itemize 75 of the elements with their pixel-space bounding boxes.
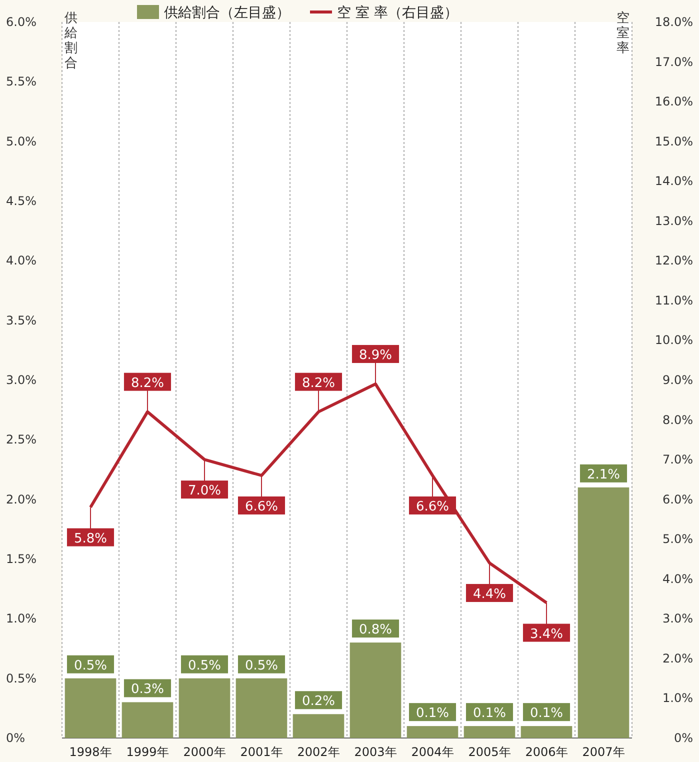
data-label: 3.4% bbox=[530, 626, 564, 642]
x-tick-label: 2007年 bbox=[582, 745, 625, 759]
y2-tick-label: 7.0% bbox=[662, 452, 693, 467]
y2-tick-label: 10.0% bbox=[654, 333, 693, 348]
data-label: 0.5% bbox=[188, 658, 222, 674]
bar bbox=[350, 642, 402, 738]
y-tick-label: 2.5% bbox=[6, 432, 36, 447]
y2-tick-label: 8.0% bbox=[662, 412, 693, 427]
y2-tick-label: 16.0% bbox=[654, 94, 693, 109]
y2-tick-label: 17.0% bbox=[654, 54, 693, 69]
y2-tick-label: 4.0% bbox=[662, 572, 693, 586]
data-label: 8.2% bbox=[302, 376, 336, 391]
y2-tick-label: 12.0% bbox=[654, 254, 693, 268]
data-label: 5.8% bbox=[74, 531, 108, 546]
x-tick-label: 2005年 bbox=[468, 745, 511, 759]
x-tick-label: 2006年 bbox=[525, 745, 568, 759]
data-label: 8.2% bbox=[130, 376, 164, 391]
y2-axis-title: 空室率 bbox=[616, 11, 630, 56]
bar bbox=[520, 726, 572, 738]
y2-tick-label: 9.0% bbox=[662, 373, 693, 387]
x-tick-label: 2003年 bbox=[354, 745, 397, 759]
y2-tick-label: 3.0% bbox=[662, 612, 693, 626]
y-tick-label: 5.0% bbox=[6, 134, 36, 148]
y-tick-label: 4.0% bbox=[6, 254, 36, 268]
y2-tick-label: 1.0% bbox=[662, 691, 693, 706]
y-tick-label: 6.0% bbox=[6, 15, 36, 29]
bar bbox=[178, 678, 230, 738]
bar bbox=[578, 487, 630, 738]
y2-tick-label: 11.0% bbox=[654, 293, 693, 308]
y2-tick-label: 18.0% bbox=[654, 15, 693, 29]
y-tick-label: 3.0% bbox=[6, 373, 36, 387]
data-label: 6.6% bbox=[416, 499, 450, 514]
data-label: 0.2% bbox=[302, 694, 336, 710]
y-tick-label: 4.5% bbox=[6, 194, 36, 208]
y2-tick-label: 14.0% bbox=[654, 174, 693, 188]
y-tick-label: 1.0% bbox=[6, 612, 36, 626]
y-tick-label: 0.5% bbox=[6, 671, 36, 686]
legend-label: 空 室 率（右目盛） bbox=[337, 5, 458, 21]
data-label: 0.1% bbox=[416, 706, 450, 722]
data-label: 7.0% bbox=[188, 484, 222, 499]
y-tick-label: 5.5% bbox=[6, 74, 36, 89]
data-label: 0.8% bbox=[358, 622, 392, 638]
bar bbox=[64, 678, 116, 738]
y2-tick-label: 6.0% bbox=[662, 492, 693, 506]
data-label: 0.3% bbox=[130, 682, 164, 698]
bar bbox=[292, 714, 344, 738]
y2-tick-label: 5.0% bbox=[662, 532, 693, 546]
bar bbox=[122, 702, 174, 738]
y2-tick-label: 0% bbox=[674, 731, 693, 745]
y2-tick-label: 15.0% bbox=[654, 134, 693, 148]
data-label: 6.6% bbox=[244, 499, 278, 514]
data-label: 8.9% bbox=[358, 348, 392, 363]
y-tick-label: 0% bbox=[6, 731, 26, 745]
y-axis-title: 供給割合 bbox=[64, 11, 78, 71]
y-tick-label: 3.5% bbox=[6, 313, 36, 328]
y-tick-label: 1.5% bbox=[6, 552, 36, 566]
data-label: 2.1% bbox=[586, 467, 620, 482]
y2-tick-label: 2.0% bbox=[662, 651, 693, 666]
data-label: 4.4% bbox=[472, 586, 506, 602]
x-tick-label: 1998年 bbox=[69, 745, 112, 759]
data-label: 0.1% bbox=[530, 706, 564, 722]
x-tick-label: 2001年 bbox=[240, 745, 283, 759]
bar bbox=[236, 678, 288, 738]
data-label: 0.5% bbox=[244, 658, 278, 674]
x-tick-label: 2004年 bbox=[411, 745, 454, 759]
data-label: 0.5% bbox=[74, 658, 108, 674]
legend-label: 供給割合（左目盛） bbox=[164, 5, 290, 21]
bar bbox=[406, 726, 458, 738]
bar bbox=[464, 726, 516, 738]
y-tick-label: 2.0% bbox=[6, 492, 36, 506]
x-tick-label: 1999年 bbox=[126, 745, 169, 759]
x-tick-label: 2002年 bbox=[297, 745, 340, 759]
data-label: 0.1% bbox=[472, 706, 506, 722]
y2-tick-label: 13.0% bbox=[654, 214, 693, 228]
x-tick-label: 2000年 bbox=[183, 745, 226, 759]
